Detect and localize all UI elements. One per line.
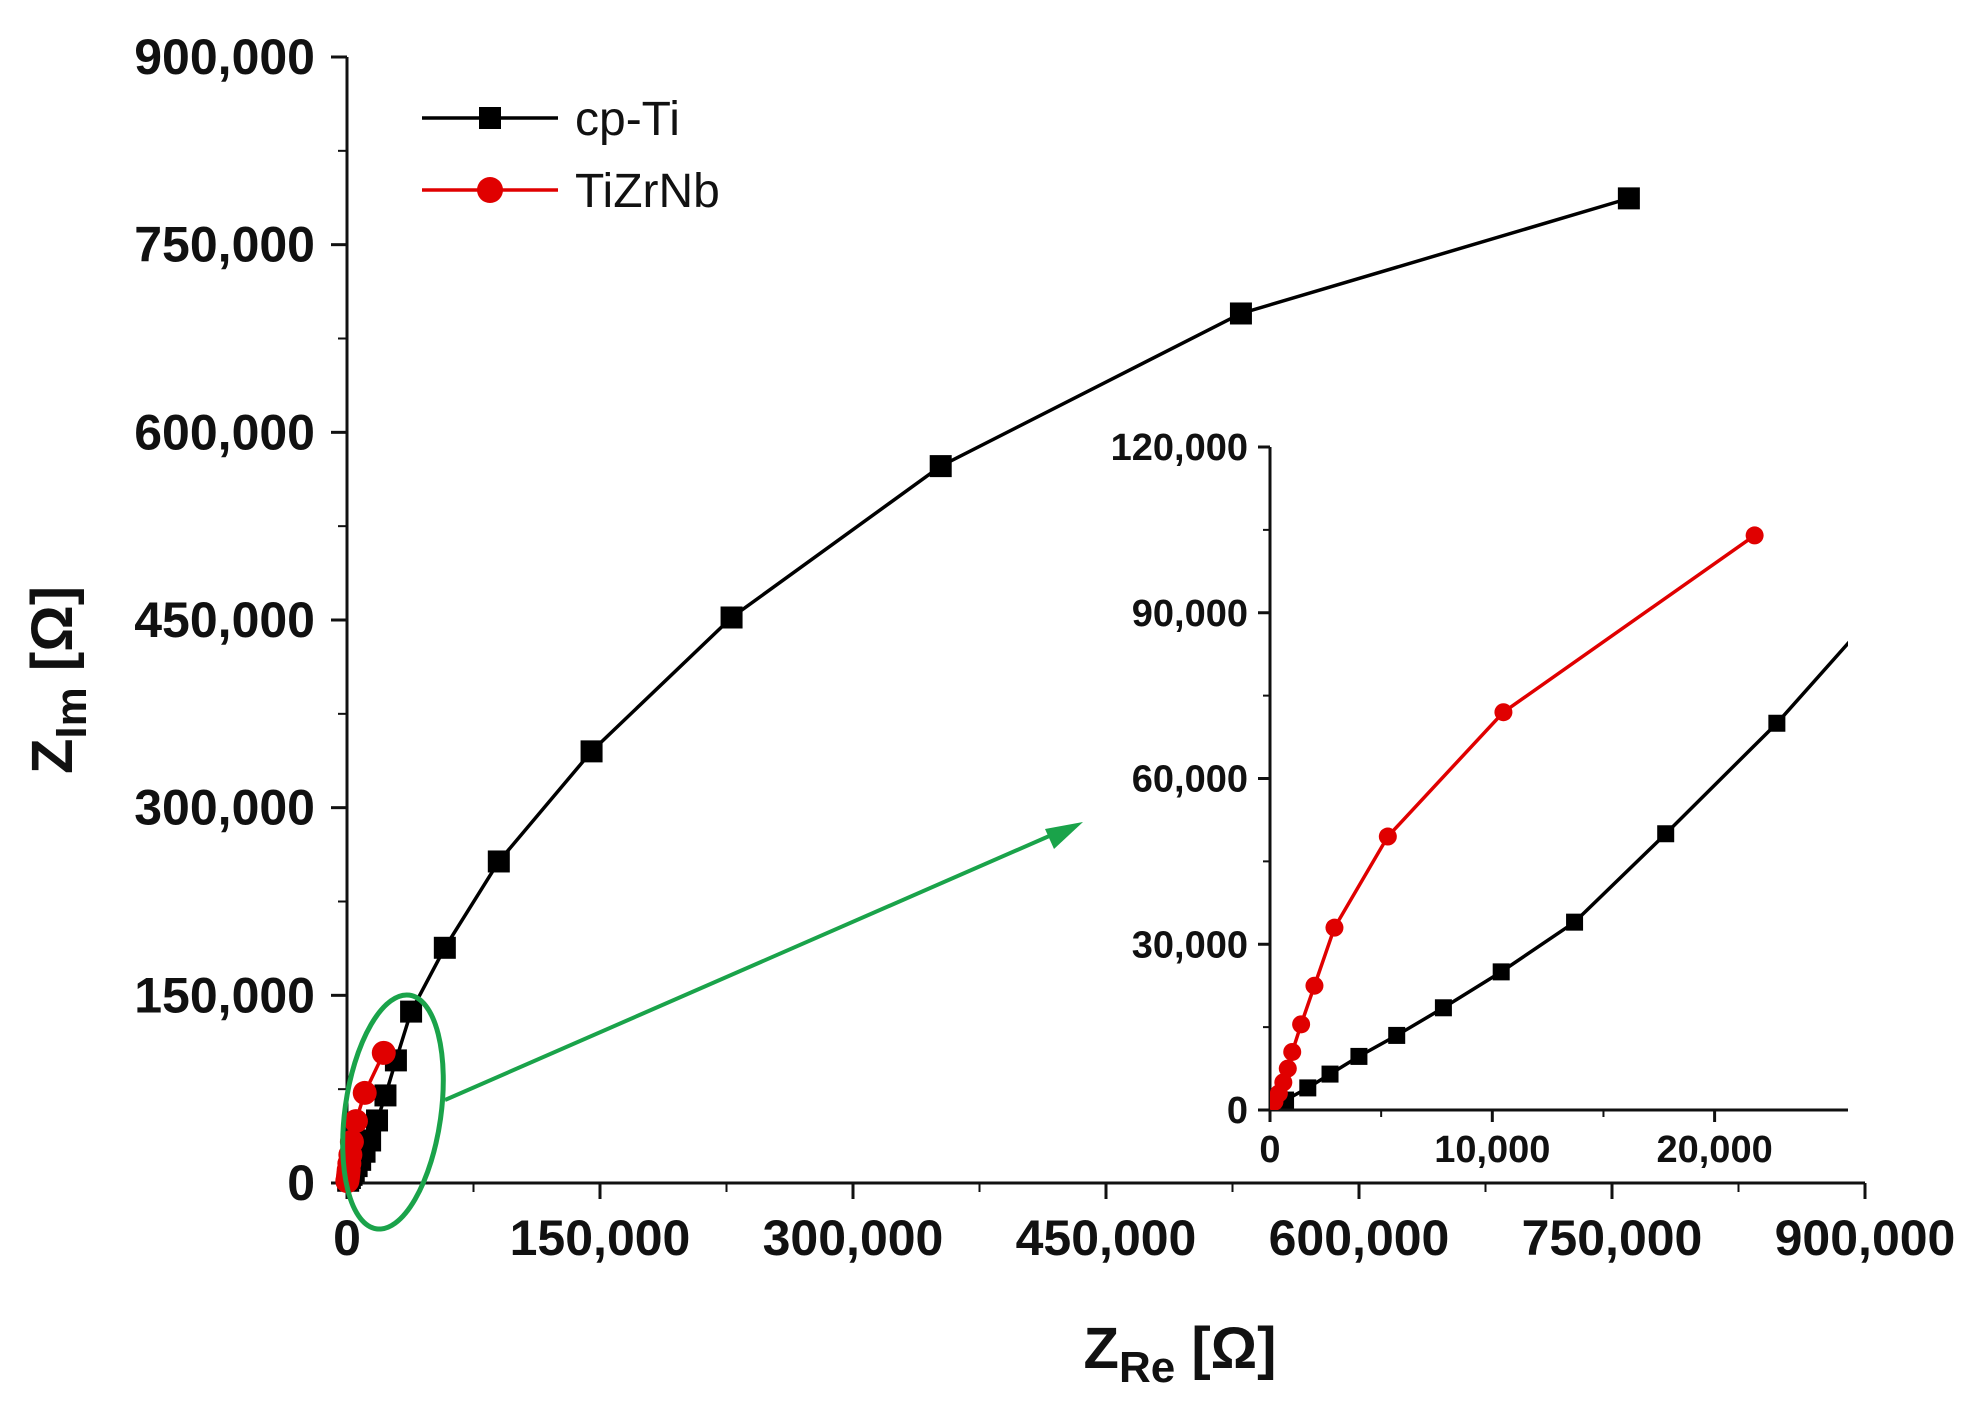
main-point-cp-ti <box>929 455 952 478</box>
main-x-tick-label: 0 <box>333 1210 361 1266</box>
main-x-tick-label: 300,000 <box>763 1210 944 1266</box>
main-y-tick-label: 600,000 <box>134 404 315 460</box>
main-point-cp-ti <box>433 936 456 959</box>
main-x-tick-label: 450,000 <box>1016 1210 1197 1266</box>
inset-point-tizrnb <box>1325 918 1344 937</box>
zoom-ellipse <box>340 992 446 1232</box>
main-series-line-cp-ti <box>346 196 1630 1182</box>
main-x-tick-label: 900,000 <box>1775 1210 1956 1266</box>
legend-marker-tizrnb <box>477 177 503 203</box>
y-axis-title: ZIm [Ω] <box>20 586 96 774</box>
main-point-cp-ti <box>720 606 743 629</box>
inset-point-tizrnb <box>1292 1015 1311 1034</box>
main-point-cp-ti <box>400 1000 423 1023</box>
x-axis-title: ZRe [Ω] <box>1084 1316 1277 1392</box>
main-y-tick-label: 750,000 <box>134 217 315 273</box>
inset-point-cp-ti <box>1492 963 1510 981</box>
zoom-callout <box>340 822 1083 1232</box>
inset-point-tizrnb <box>1283 1042 1302 1061</box>
inset-clipped-series <box>1270 526 1848 1110</box>
legend-label-tizrnb: TiZrNb <box>575 165 720 218</box>
main-point-cp-ti <box>1229 302 1252 325</box>
main-y-tick-label: 150,000 <box>134 967 315 1023</box>
main-y-tick-label: 0 <box>287 1155 315 1211</box>
main-point-cp-ti <box>487 850 510 873</box>
inset-x-tick-label: 20,000 <box>1656 1129 1772 1171</box>
main-point-cp-ti <box>1617 187 1640 210</box>
inset-series-line-cp-ti <box>1284 640 1848 1102</box>
main-axes: 0 150,000 300,000 450,000 600,000 750,000 900,… <box>134 29 1955 1266</box>
inset-point-tizrnb <box>1378 827 1397 846</box>
zoom-arrow-line <box>444 828 1064 1102</box>
main-point-cp-ti <box>359 1129 382 1152</box>
main-point-cp-ti <box>374 1084 397 1107</box>
main-point-cp-ti <box>366 1109 389 1132</box>
main-point-tizrnb <box>352 1080 377 1105</box>
legend: cp-Ti TiZrNb <box>422 93 720 218</box>
inset-y-tick-label: 30,000 <box>1132 924 1248 966</box>
inset-axes: 0 10,000 20,000 0 30,000 60,000 90,000 120,000 <box>1111 427 1848 1171</box>
inset-y-tick-label: 0 <box>1227 1090 1248 1132</box>
main-point-cp-ti <box>580 740 603 763</box>
main-x-tick-label: 600,000 <box>1269 1210 1450 1266</box>
main-y-tick-label: 300,000 <box>134 780 315 836</box>
main-x-tick-label: 150,000 <box>510 1210 691 1266</box>
inset-point-cp-ti <box>1768 714 1786 732</box>
inset-point-cp-ti <box>1299 1079 1317 1097</box>
inset-point-tizrnb <box>1745 526 1764 545</box>
inset-point-cp-ti <box>1321 1065 1339 1083</box>
main-x-tick-label: 750,000 <box>1522 1210 1703 1266</box>
main-point-tizrnb <box>343 1109 368 1134</box>
zoom-arrow-head <box>1045 822 1083 849</box>
inset-point-tizrnb <box>1494 703 1513 722</box>
inset-plot-area <box>1270 526 1848 1110</box>
inset-point-cp-ti <box>1388 1026 1406 1044</box>
main-point-tizrnb <box>339 1129 364 1154</box>
inset-point-cp-ti <box>1657 825 1675 843</box>
inset-x-tick-label: 10,000 <box>1434 1129 1550 1171</box>
main-y-tick-label: 900,000 <box>134 29 315 85</box>
inset-point-cp-ti <box>1566 913 1584 931</box>
inset-point-tizrnb <box>1274 1073 1293 1092</box>
legend-label-cp-ti: cp-Ti <box>575 93 680 146</box>
inset-y-tick-label: 60,000 <box>1132 759 1248 801</box>
inset-point-cp-ti <box>1350 1047 1368 1065</box>
inset-y-tick-label: 120,000 <box>1111 427 1248 469</box>
inset-point-tizrnb <box>1278 1059 1297 1078</box>
main-plot-area <box>335 187 1640 1194</box>
main-point-tizrnb <box>371 1040 396 1065</box>
inset-y-tick-label: 90,000 <box>1132 593 1248 635</box>
inset-x-tick-label: 0 <box>1259 1129 1280 1171</box>
legend-marker-cp-ti <box>479 107 501 129</box>
inset-point-cp-ti <box>1434 999 1452 1017</box>
main-y-tick-label: 450,000 <box>134 592 315 648</box>
inset-point-tizrnb <box>1305 976 1324 995</box>
